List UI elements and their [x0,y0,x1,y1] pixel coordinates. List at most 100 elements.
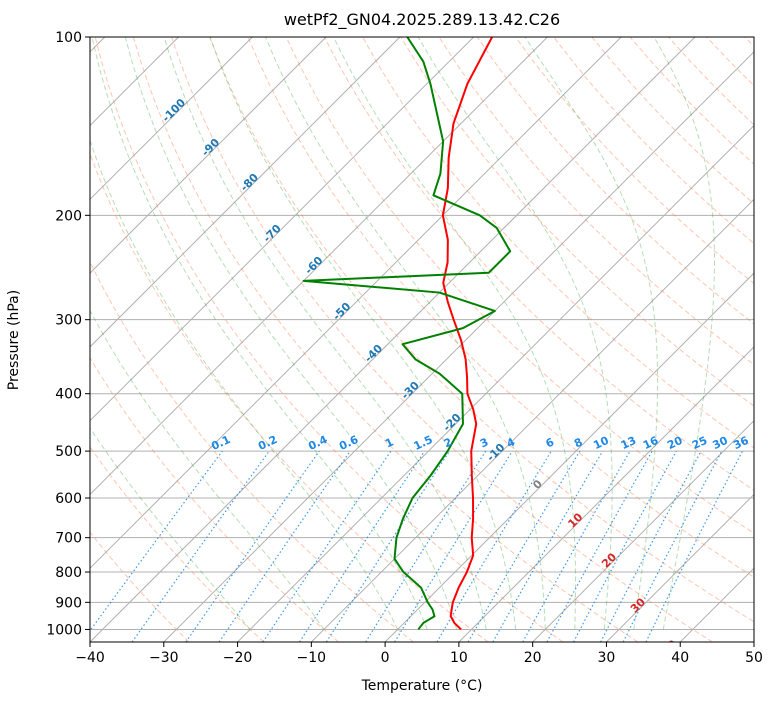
mixing-ratio-line [131,450,270,642]
mixing-ratio-label: 25 [690,434,709,452]
mixing-ratio-line [546,450,653,642]
mixing-ratio-line [600,450,702,642]
mixing-ratio-line [90,450,223,632]
moist-adiabat-line [524,37,659,630]
mixing-ratio-label: 1 [383,435,395,450]
temperature-profile-line [441,37,493,631]
isotherm-line [606,493,754,642]
isotherm-line [90,37,327,274]
isotherm-label: -100 [160,96,189,125]
isotherm-line [90,37,548,496]
x-tick-label: −30 [149,650,179,666]
moist-adiabat-line [163,37,487,630]
mixing-ratio-line [262,450,392,642]
isotherm-line [90,37,622,569]
mixing-ratio-label: 36 [731,434,751,452]
moist-adiabat-line [91,37,428,630]
y-tick-label: 1000 [46,622,82,638]
plot-frame [89,36,755,643]
mixing-ratio-label: 10 [591,434,611,452]
dry-adiabat-line [90,356,339,642]
y-tick-label: 900 [55,595,82,611]
isotherm-line [310,198,754,642]
y-tick-label: 200 [55,208,82,224]
dry-adiabat-line [323,37,754,491]
moist-adiabat-line [417,37,613,630]
isotherm-label: -20 [440,411,463,434]
dry-adiabat-line [438,37,754,366]
chart-title: wetPf2_GN04.2025.289.13.42.C26 [283,10,561,29]
x-tick-label: 10 [450,650,468,666]
x-tick-label: −10 [297,650,327,666]
isotherm-line [163,51,754,642]
mixing-ratio-line [299,450,426,642]
mixing-ratio-label: 0.6 [337,433,360,453]
x-axis-label: Temperature (°C) [361,678,483,694]
moist-adiabat-line [90,309,325,630]
isotherm-line [90,37,475,422]
y-tick-label: 600 [55,491,82,507]
dry-adiabat-line [476,37,754,325]
mixing-ratio-line [218,450,351,642]
mixing-ratio-label: 0.2 [256,433,279,453]
dry-adiabat-line [744,37,754,48]
mixing-ratio-label: 1.5 [412,433,435,453]
dewpoint-profile-line [302,37,512,631]
dry-adiabat-line [667,37,754,126]
x-tick-label: 30 [598,650,616,666]
moist-adiabat-line [124,37,458,630]
isotherm-label: -80 [238,171,261,194]
mixing-ratio-label: 3 [478,435,490,450]
mixing-ratio-label: 16 [641,434,661,452]
x-tick-label: 20 [524,650,542,666]
dry-adiabat-line [171,37,713,642]
y-tick-label: 400 [55,387,82,403]
mixing-ratio-line [394,450,513,642]
dry-adiabat-line [90,531,190,642]
isotherm-line [90,37,179,127]
moist-adiabat-line [333,37,577,630]
dry-adiabat-line [706,37,754,87]
mixing-ratio-line [325,450,450,642]
moist-adiabat-line [653,37,716,630]
moist-adiabat-line [90,139,399,630]
moist-adiabat-line [265,37,546,630]
dry-adiabat-line [362,37,754,449]
isotherm-label: -40 [362,342,385,365]
isotherm-label: -60 [302,254,325,277]
dry-adiabat-line [553,37,754,245]
isotherm-line [90,37,696,642]
isotherm-line [679,567,754,642]
isotherm-label: 20 [599,550,619,570]
moist-adiabat-line [209,37,517,630]
mixing-ratio-line [645,450,744,642]
dry-adiabat-line [209,37,754,623]
y-axis-label: Pressure (hPa) [6,289,22,391]
y-tick-label: 700 [55,531,82,547]
isotherm-label: 10 [565,510,585,530]
x-tick-label: 0 [381,650,390,666]
mixing-ratio-line [467,450,581,642]
isotherm-line [458,346,754,642]
isotherm-label: 40 [660,637,680,657]
x-tick-label: 50 [745,650,763,666]
mixing-ratio-label: 0.4 [306,433,329,453]
isotherm-label: -30 [399,379,422,402]
x-tick-label: −40 [75,650,105,666]
x-tick-label: 40 [671,650,689,666]
isotherm-label: -70 [261,222,284,245]
y-tick-label: 800 [55,565,82,581]
isotherm-line [753,641,754,642]
dry-adiabat-line [515,37,754,285]
mixing-ratio-label: 0.1 [209,433,232,453]
mixing-ratio-label: 30 [711,434,731,452]
isotherm-line [532,419,754,642]
dry-adiabat-line [629,37,754,165]
dry-adiabat-line [591,37,754,205]
mixing-ratio-line [573,450,677,642]
dry-adiabat-line [90,152,489,642]
mixing-ratio-label: 6 [544,435,557,450]
mixing-ratio-line [522,450,631,642]
moist-adiabat-line [90,427,251,630]
